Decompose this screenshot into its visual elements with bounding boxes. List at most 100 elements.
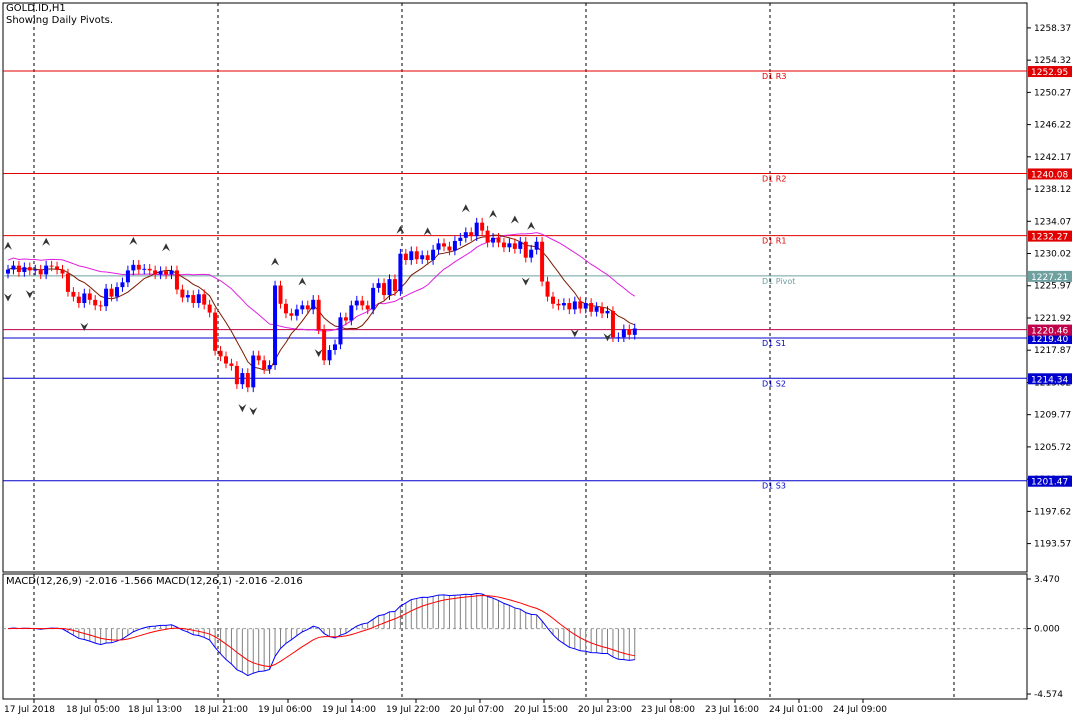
candle-body [16, 265, 21, 272]
candle-body [169, 270, 174, 275]
candle-body [202, 294, 207, 305]
candle-body [436, 243, 441, 250]
candle-body [616, 337, 621, 339]
fractal-up-marker [162, 243, 171, 252]
candle-body [414, 251, 419, 260]
fractal-down-marker [25, 290, 34, 299]
pivot-price-label: 1232.27 [1031, 233, 1068, 243]
macd-indicator-label: MACD(12,26,9) -2.016 -1.566 MACD(12,26,1… [6, 576, 303, 587]
candle-body [545, 281, 550, 297]
candle-body [333, 344, 337, 350]
time-tick-label: 20 Jul 15:00 [514, 705, 568, 715]
candle-body [251, 355, 256, 388]
fractal-up-marker [510, 215, 519, 224]
fractal-up-marker [423, 227, 432, 236]
pivot-price-box [1028, 230, 1072, 242]
candle-body [398, 253, 403, 292]
slow-moving-average [7, 232, 636, 332]
price-tick-label: 1258.37 [1034, 24, 1071, 34]
candle-body [371, 287, 376, 310]
candle-body [267, 365, 272, 370]
time-tick-label: 23 Jul 08:00 [641, 705, 695, 715]
candle-body [551, 296, 555, 304]
candle-body [65, 273, 70, 292]
candle-body [142, 268, 147, 270]
candle-body [480, 222, 485, 231]
candle-body [403, 253, 408, 261]
candle-body [507, 243, 512, 248]
price-tick-label: 1238.12 [1034, 185, 1071, 195]
candle-body [55, 266, 60, 270]
candle-body [229, 363, 234, 366]
pivot-label: D1 S2 [762, 379, 786, 388]
time-tick-label: 24 Jul 01:00 [769, 705, 823, 715]
candle-body [343, 317, 348, 321]
candle-body [98, 305, 103, 307]
candle-body [213, 312, 218, 351]
pivot-price-label: 1201.47 [1031, 478, 1068, 488]
candle-body [572, 301, 577, 310]
fractal-up-marker [4, 241, 12, 250]
time-tick-label: 17 Jul 2018 [4, 705, 55, 715]
pivot-label: D1 Pivot [762, 277, 795, 286]
candle-body [431, 249, 436, 261]
candle-body [147, 268, 152, 271]
pivot-label: D1 R2 [762, 174, 786, 183]
candle-body [185, 295, 190, 298]
candle-body [556, 303, 561, 306]
pivot-price-box [1028, 333, 1072, 345]
pivot-price-label: 1214.34 [1031, 375, 1068, 385]
candle-body [316, 299, 321, 330]
price-tick-label: 1205.72 [1034, 443, 1071, 453]
candle-body [561, 303, 566, 306]
fractal-down-marker [603, 333, 612, 342]
candle-body [153, 270, 158, 275]
fractal-down-marker [80, 322, 89, 331]
fractal-up-marker [42, 237, 51, 246]
time-tick-label: 18 Jul 05:00 [66, 705, 120, 715]
candle-body [491, 237, 496, 243]
price-tick-label: 1246.22 [1034, 121, 1071, 131]
candle-body [354, 300, 359, 306]
candle-body [82, 293, 87, 304]
candle-body [44, 265, 49, 275]
price-tick-label: 1242.17 [1034, 153, 1071, 163]
candle-body [33, 269, 38, 271]
fractal-up-marker [298, 277, 307, 286]
candle-body [180, 289, 185, 298]
pivot-price-label: 1227.21 [1031, 273, 1068, 283]
candle-body [311, 299, 316, 310]
candle-body [71, 291, 76, 297]
candle-body [365, 305, 370, 310]
candle-body [305, 305, 310, 310]
macd-pane-frame [2, 573, 1028, 700]
macd-tick-label: 0.000 [1034, 625, 1060, 635]
macd-tick-label: -4.574 [1034, 690, 1063, 700]
candle-body [300, 305, 305, 310]
pivot-label: D1 R3 [762, 72, 786, 81]
candle-body [27, 267, 32, 271]
time-tick-label: 20 Jul 23:00 [578, 705, 632, 715]
price-tick-label: 1193.57 [1034, 540, 1071, 550]
candle-body [136, 264, 141, 270]
fractal-down-marker [238, 404, 247, 413]
fractal-down-marker [4, 293, 12, 302]
time-tick-label: 24 Jul 09:00 [833, 705, 887, 715]
fractal-down-marker [521, 277, 530, 286]
fractal-up-marker [396, 225, 405, 234]
candle-body [191, 295, 196, 304]
candle-body [632, 328, 637, 335]
candle-body [131, 264, 136, 271]
candle-body [387, 279, 392, 296]
candle-body [11, 265, 16, 270]
candle-body [540, 241, 545, 282]
candle-body [376, 283, 381, 288]
price-tick-label: 1197.62 [1034, 507, 1071, 517]
price-tick-label: 1250.27 [1034, 88, 1071, 98]
candle-body [534, 241, 539, 250]
candle-body [158, 271, 163, 275]
candle-body [447, 246, 452, 251]
candle-body [518, 241, 523, 249]
candle-body [207, 304, 212, 313]
